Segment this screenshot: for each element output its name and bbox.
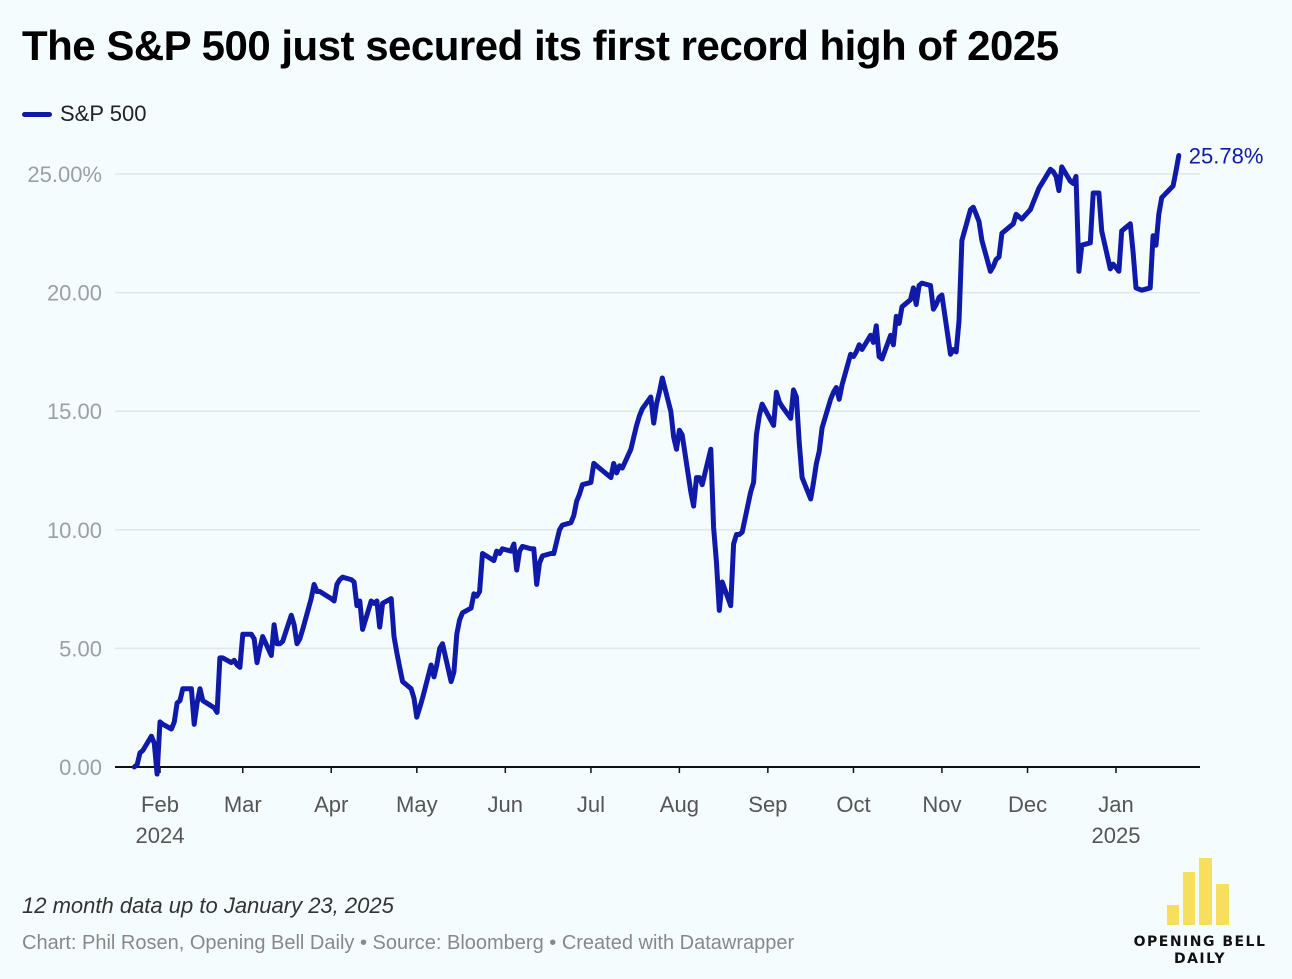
x-tick-label: Apr (314, 792, 348, 817)
legend: S&P 500 (22, 101, 146, 127)
y-tick-label: 5.00 (59, 636, 102, 661)
y-tick-label: 10.00 (47, 518, 102, 543)
legend-swatch (22, 111, 52, 117)
x-tick-year-label: 2025 (1092, 823, 1141, 848)
x-tick-label: Jan (1098, 792, 1133, 817)
y-tick-label: 15.00 (47, 399, 102, 424)
x-tick-label: Mar (224, 792, 262, 817)
x-tick-label: Aug (660, 792, 699, 817)
series-line-sp500 (131, 153, 1182, 777)
x-tick-label: Jul (577, 792, 605, 817)
logo-bars-icon (1167, 858, 1229, 925)
x-tick-label: May (396, 792, 438, 817)
end-value-label: 25.78% (1189, 143, 1264, 168)
x-tick-label: Dec (1008, 792, 1047, 817)
y-tick-label: 25.00% (27, 162, 102, 187)
x-tick-year-label: 2024 (136, 823, 185, 848)
line-chart: 0.00 5.00 10.00 15.00 20.00 25.00% Feb 2024 Mar A… (27, 143, 1264, 848)
data-note: 12 month data up to January 23, 2025 (22, 893, 394, 918)
x-tick-label: Nov (922, 792, 961, 817)
x-tick-label: Sep (748, 792, 787, 817)
x-tick-label: Oct (836, 792, 870, 817)
y-tick-label: 20.00 (47, 281, 102, 306)
chart-credits: Chart: Phil Rosen, Opening Bell Daily • … (22, 932, 795, 954)
y-tick-label: 0.00 (59, 755, 102, 780)
opening-bell-daily-logo: OPENING BELL DAILY (1120, 850, 1280, 975)
x-tick-label: Feb (141, 792, 179, 817)
chart-title: The S&P 500 just secured its first recor… (22, 22, 1059, 69)
logo-text: OPENING BELL DAILY (1120, 934, 1280, 968)
legend-label: S&P 500 (60, 101, 147, 126)
x-tick-label: Jun (488, 792, 523, 817)
logo-line-2: DAILY (1173, 951, 1227, 967)
logo-line-1: OPENING BELL (1133, 934, 1267, 950)
